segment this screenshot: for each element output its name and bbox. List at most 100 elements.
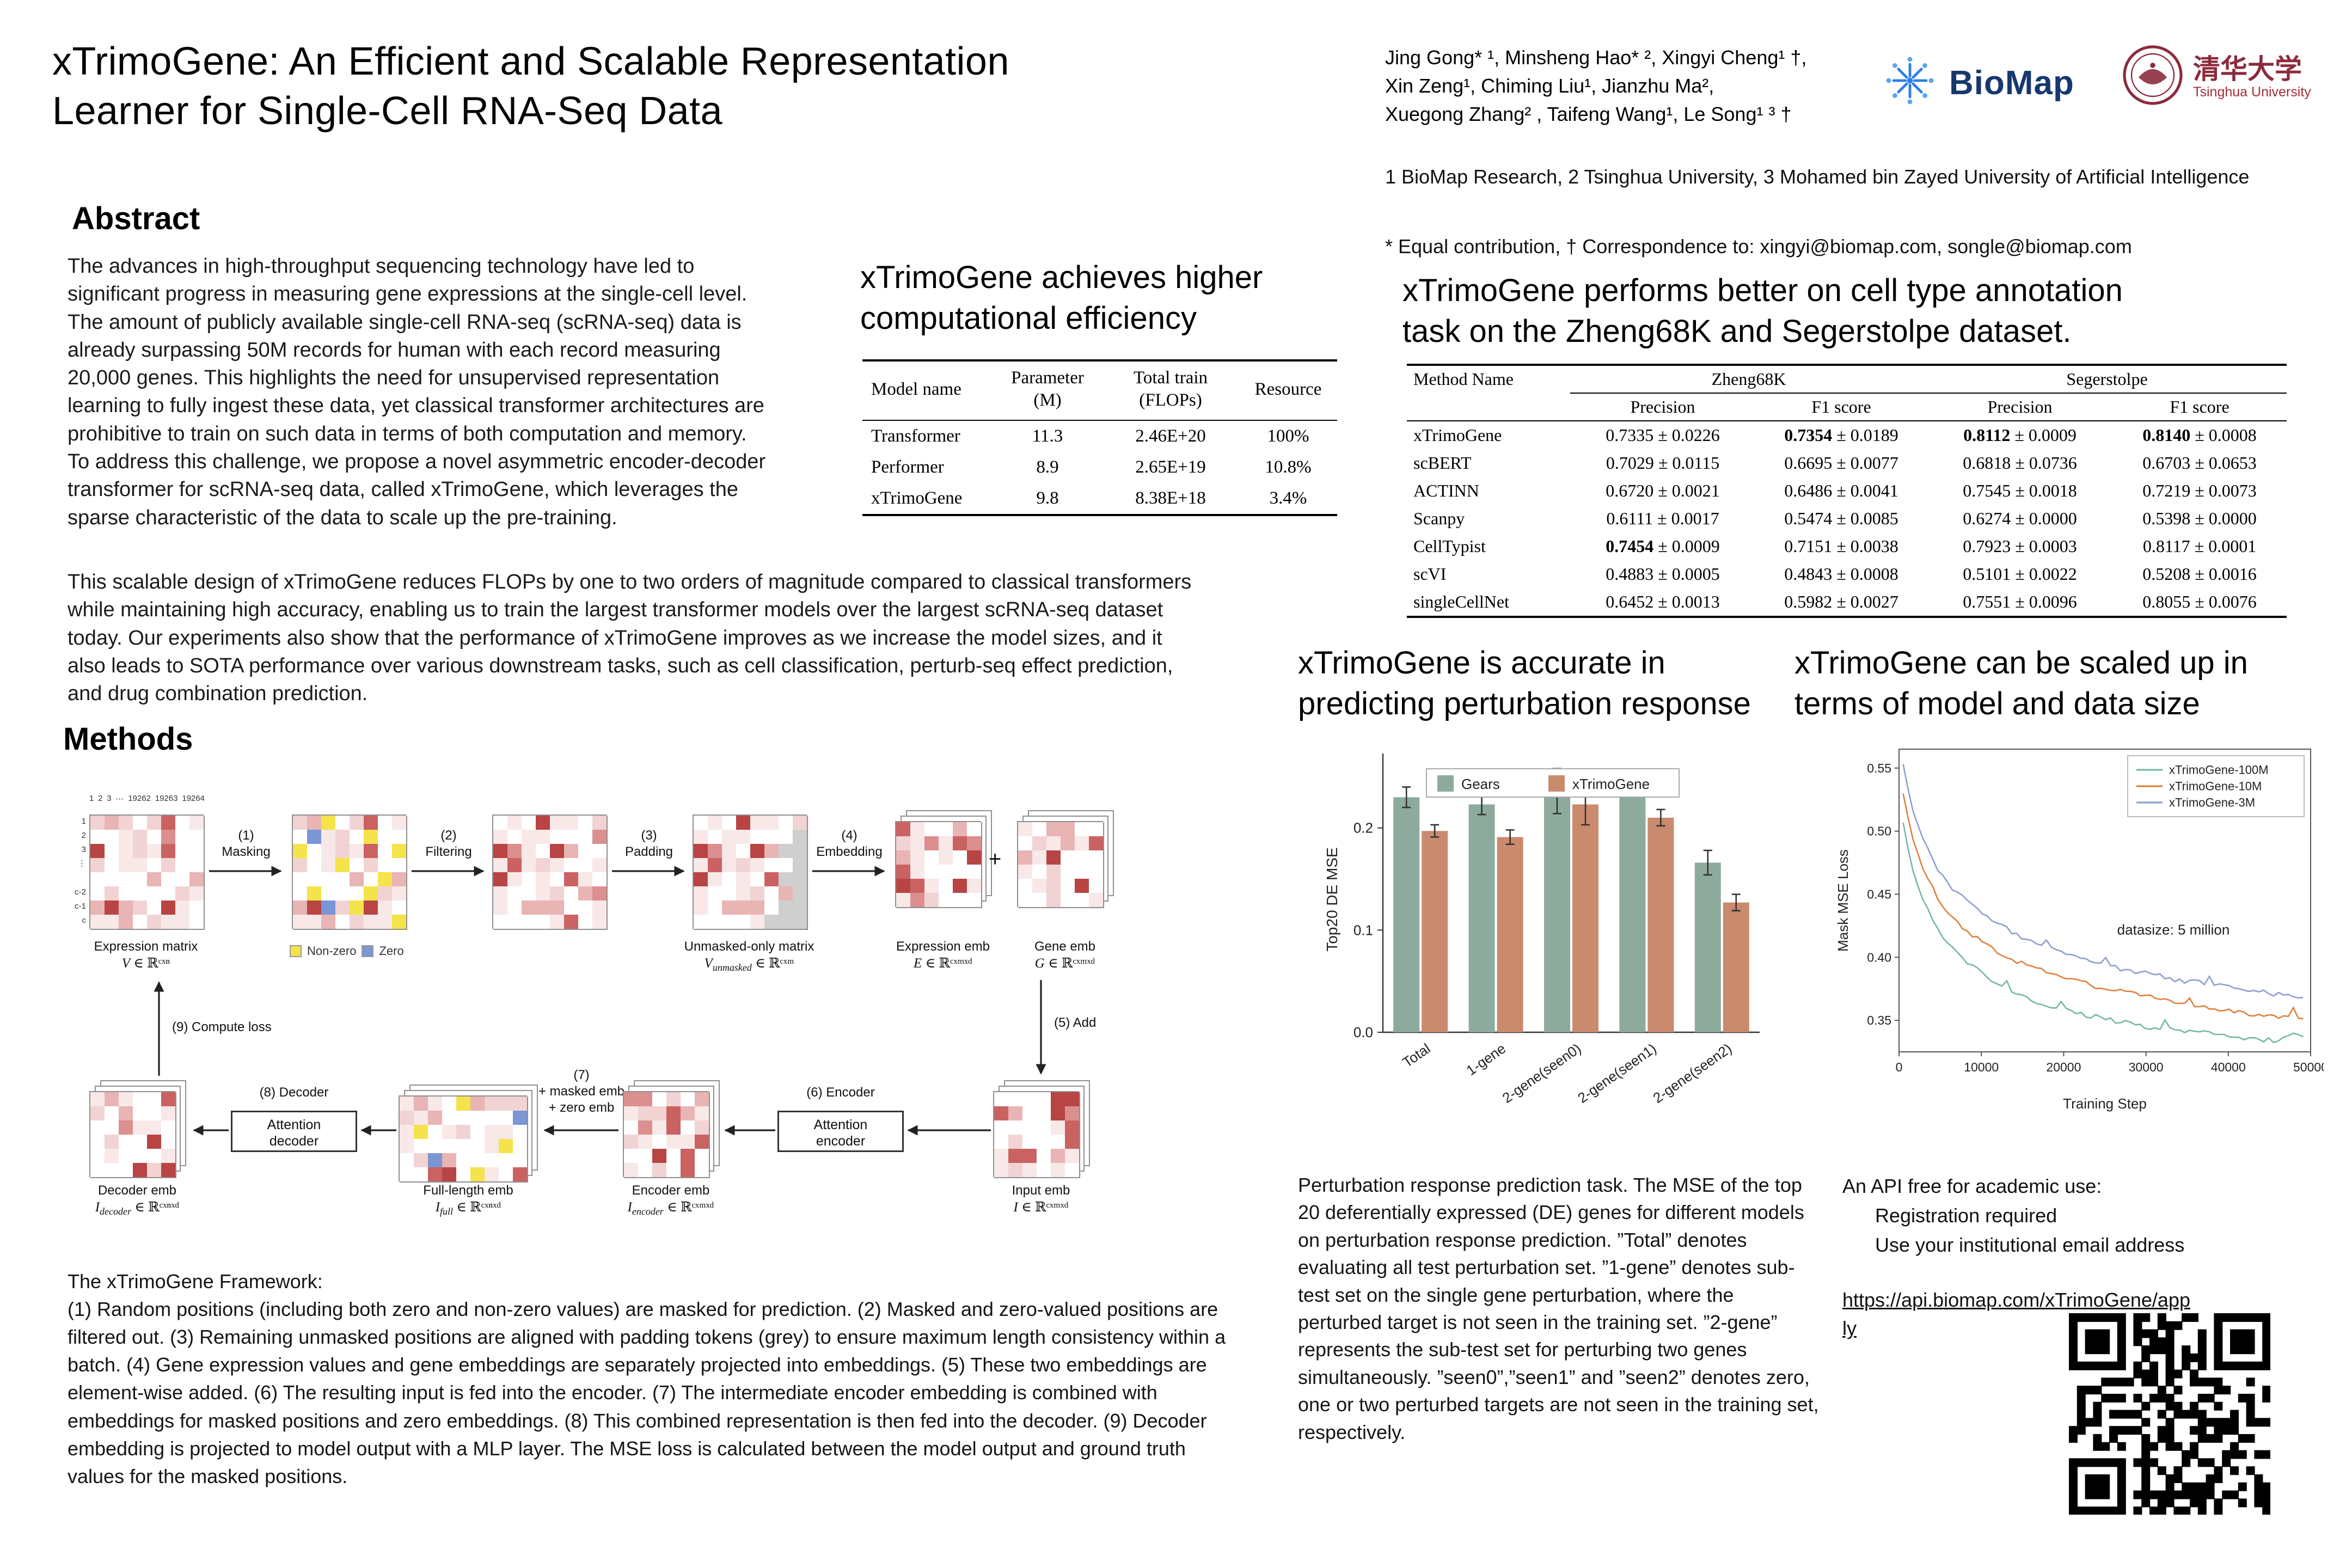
padded-matrix bbox=[693, 814, 808, 930]
decoder-emb-stack bbox=[89, 1080, 186, 1178]
annot-method-cell: CellTypist bbox=[1413, 536, 1486, 556]
annot-method-cell: Scanpy bbox=[1413, 509, 1465, 528]
full_emb-label: Full-length emb Ifull ∈ ℝᶜˣⁿˣᵈ bbox=[423, 1183, 513, 1217]
annot-header-row-1: Method Name Zheng68K Segerstolpe bbox=[1407, 365, 2287, 421]
api-line-3: Use your institutional email address bbox=[1875, 1234, 2185, 1256]
matrix-row-label bbox=[68, 871, 86, 885]
tsinghua-logo-text: 清华大学 Tsinghua University bbox=[2193, 54, 2311, 100]
annot-row: Scanpy 0.6111 ± 0.0017 0.5474 ± 0.0085 0.62… bbox=[1407, 505, 2287, 532]
annot-value-cell: 0.8140 ± 0.0008 bbox=[2142, 425, 2257, 445]
bar-Gears-Total bbox=[1393, 797, 1420, 1032]
attention-encoder-box: Attention encoder bbox=[777, 1111, 904, 1152]
expression-matrix bbox=[89, 814, 205, 930]
step-embedding: (4) Embedding bbox=[816, 828, 883, 859]
line-series-xTrimoGene-3M bbox=[1902, 764, 2304, 999]
bar-category-label: 2-gene(seen2) bbox=[1650, 1040, 1735, 1106]
annot-value-cell: 0.6720 ± 0.0021 bbox=[1606, 481, 1720, 500]
eff-row: Performer 8.9 2.65E+19 10.8% bbox=[862, 452, 1337, 483]
eff-cell: 100% bbox=[1267, 426, 1309, 446]
annot-value-cell: 0.6695 ± 0.0077 bbox=[1784, 453, 1898, 473]
chart-text: 0.1 bbox=[1353, 922, 1373, 938]
annot-value-cell: 0.5982 ± 0.0027 bbox=[1784, 592, 1898, 611]
eff-cell: 9.8 bbox=[1036, 488, 1059, 508]
line-ylabel: Mask MSE Loss bbox=[1835, 849, 1851, 952]
step-add: (5) Add bbox=[1054, 1015, 1097, 1030]
annot-method-cell: ACTINN bbox=[1413, 481, 1479, 500]
perturbation-heading: xTrimoGene is accurate in predicting per… bbox=[1298, 645, 1751, 722]
eff-col-header: Resource bbox=[1239, 360, 1337, 421]
methods-heading: Methods bbox=[63, 721, 193, 757]
line-series-xTrimoGene-100M bbox=[1902, 822, 2304, 1044]
qr-code bbox=[2069, 1313, 2271, 1519]
legend-label: Non-zero bbox=[307, 944, 357, 958]
tsinghua-name-cn: 清华大学 bbox=[2193, 54, 2302, 84]
chart-text: 40000 bbox=[2211, 1060, 2246, 1074]
annot-row: singleCellNet 0.6452 ± 0.0013 0.5982 ± 0.0… bbox=[1407, 588, 2287, 617]
author-line: Xin Zeng¹, Chiming Liu¹, Jianzhu Ma², bbox=[1385, 75, 1714, 97]
matrix-row-label: ⋮ bbox=[78, 859, 86, 868]
line-legend-label: xTrimoGene-3M bbox=[2169, 796, 2255, 810]
datasize-annotation: datasize: 5 million bbox=[2117, 922, 2230, 938]
eff-row: Transformer 11.3 2.46E+20 100% bbox=[862, 420, 1337, 452]
affiliations: 1 BioMap Research, 2 Tsinghua University… bbox=[1385, 166, 2250, 188]
bar-category-label: 2-gene(seen1) bbox=[1575, 1040, 1659, 1106]
eff-cell: xTrimoGene bbox=[871, 488, 963, 508]
matrix-col-labels: 1 2 3 ⋯ 19262 19263 19264 bbox=[89, 794, 205, 804]
efficiency-table: Model name Parameter (M) Total train (FLOP… bbox=[862, 359, 1337, 516]
tsinghua-name-en: Tsinghua University bbox=[2193, 84, 2311, 100]
chart-text: 0.0 bbox=[1353, 1024, 1373, 1040]
annot-value-cell: 0.7454 ± 0.0009 bbox=[1606, 536, 1720, 556]
legend-swatch bbox=[290, 945, 302, 957]
api-line-1: An API free for academic use: bbox=[1842, 1175, 2102, 1197]
gene-emb-stack bbox=[1017, 810, 1114, 908]
abstract-heading: Abstract bbox=[72, 201, 200, 236]
annot-header-row-2: Precision F1 score Precision F1 score bbox=[1407, 393, 2287, 421]
matrix-layer bbox=[993, 1091, 1080, 1178]
input_emb-label: Input emb I ∈ ℝᶜˣᵐˣᵈ bbox=[1012, 1183, 1070, 1215]
encoder-emb-stack bbox=[623, 1080, 720, 1178]
annot-value-cell: 0.7219 ± 0.0073 bbox=[2142, 481, 2257, 500]
api-line-2: Registration required bbox=[1875, 1204, 2057, 1227]
encoder_emb-label: Encoder emb Iencoder ∈ ℝᶜˣᵐˣᵈ bbox=[627, 1183, 714, 1217]
annot-group-header: Zheng68K bbox=[1570, 365, 1927, 394]
biomap-logo-icon bbox=[1882, 52, 1938, 113]
matrix-row-label: c-1 bbox=[75, 902, 86, 911]
annot-row: scVI 0.4883 ± 0.0005 0.4843 ± 0.0008 0.5101… bbox=[1407, 560, 2287, 588]
legend-label: Zero bbox=[379, 944, 404, 958]
bar-ylabel: Top20 DE MSE bbox=[1324, 847, 1340, 951]
bar-Gears-1-gene bbox=[1468, 804, 1495, 1032]
bar-category-label: 1-gene bbox=[1463, 1040, 1509, 1079]
chart-text: 0.40 bbox=[1867, 950, 1891, 964]
matrix-row-label: c bbox=[82, 916, 87, 925]
annot-value-cell: 0.6111 ± 0.0017 bbox=[1606, 509, 1719, 528]
bar-xTrimoGene-2-gene(seen2) bbox=[1723, 902, 1749, 1032]
annot-value-cell: 0.8055 ± 0.0076 bbox=[2142, 592, 2257, 611]
eff-cell: Performer bbox=[871, 457, 944, 477]
matrix-layer bbox=[623, 1091, 710, 1178]
matrix-row-label: 3 bbox=[81, 845, 86, 854]
annot-method-cell: scBERT bbox=[1413, 453, 1472, 473]
annot-sub-header: F1 score bbox=[1755, 393, 1927, 421]
bar-Gears-2-gene(seen1) bbox=[1619, 781, 1646, 1032]
annot-value-cell: 0.7151 ± 0.0038 bbox=[1784, 536, 1898, 556]
eff-cell: 11.3 bbox=[1032, 426, 1063, 446]
annot-method-header: Method Name bbox=[1407, 365, 1570, 421]
chart-text: 0.45 bbox=[1867, 887, 1891, 901]
annot-value-cell: 0.7029 ± 0.0115 bbox=[1606, 453, 1720, 473]
annot-value-cell: 0.7923 ± 0.0003 bbox=[1963, 536, 2077, 556]
annot-value-cell: 0.6818 ± 0.0736 bbox=[1963, 453, 2077, 473]
abstract-paragraph-1: The advances in high-throughput sequenci… bbox=[68, 255, 766, 529]
chart-text: 0.50 bbox=[1867, 824, 1891, 838]
correspondence: * Equal contribution, † Correspondence t… bbox=[1385, 235, 2132, 258]
framework-title: The xTrimoGene Framework: bbox=[68, 1270, 323, 1293]
eff-cell: 8.9 bbox=[1036, 457, 1059, 477]
api-url-link[interactable]: https://api.biomap.com/xTrimoGene/apply bbox=[1842, 1289, 2190, 1340]
authors-block: Jing Gong* ¹, Minsheng Hao* ², Xingyi Ch… bbox=[1385, 44, 1908, 129]
scaling-heading: xTrimoGene can be scaled up in terms of … bbox=[1794, 645, 2248, 722]
annot-value-cell: 0.8117 ± 0.0001 bbox=[2142, 536, 2257, 556]
step-encoder: (6) Encoder bbox=[806, 1085, 875, 1100]
